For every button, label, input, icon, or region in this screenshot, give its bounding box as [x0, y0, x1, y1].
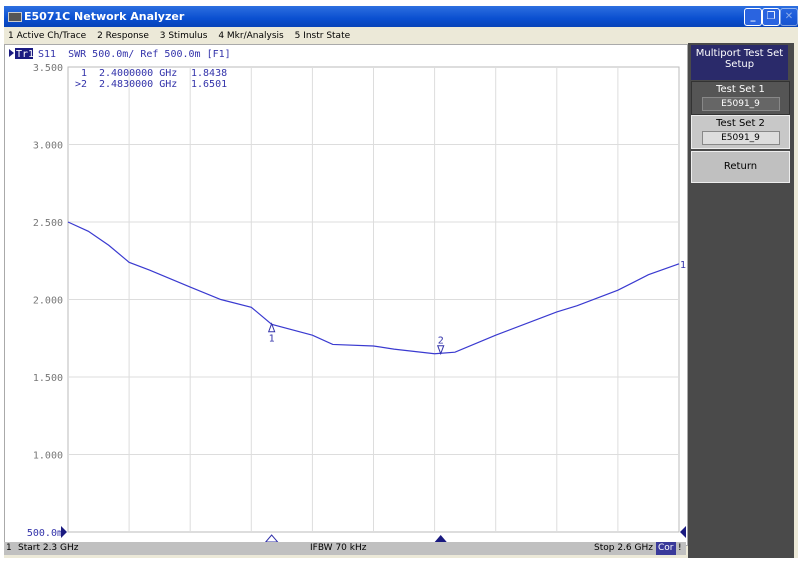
swr-trace — [67, 221, 680, 355]
y-tick-label: 3.500 — [33, 63, 63, 74]
marker-1-label: 1 — [75, 68, 87, 79]
restore-button[interactable]: ❐ — [762, 8, 780, 26]
marker-1-icon — [267, 322, 276, 333]
softkey-title: Multiport Test Set Setup — [691, 45, 788, 80]
marker-2-freq: 2.4830000 GHz — [99, 79, 177, 90]
warning-flag: ! — [678, 543, 682, 553]
y-tick-label: 1.500 — [33, 373, 63, 384]
marker-2-value: 1.6501 — [191, 79, 227, 90]
menu-response[interactable]: 2 Response — [97, 31, 149, 41]
y-tick-label: 1.000 — [33, 451, 63, 462]
ref-level-right-icon — [680, 526, 686, 538]
return-button[interactable]: Return — [691, 151, 790, 183]
marker-1-number: 1 — [269, 334, 275, 345]
test-set-1-label: Test Set 1 — [716, 84, 765, 95]
marker-1-freq: 2.4000000 GHz — [99, 68, 177, 79]
y-tick-label: 2.000 — [33, 296, 63, 307]
y-tick-label: 2.500 — [33, 218, 63, 229]
menu-active-ch-trace[interactable]: 1 Active Ch/Trace — [8, 31, 87, 41]
marker-2-axis-icon — [434, 535, 447, 542]
trace-label[interactable]: Tr1 — [16, 49, 34, 60]
test-set-2-label: Test Set 2 — [716, 118, 765, 129]
trace-active-icon — [9, 49, 14, 57]
correction-badge: Cor — [656, 542, 676, 555]
menu-instr-state[interactable]: 5 Instr State — [294, 31, 351, 41]
close-button[interactable]: ✕ — [780, 8, 798, 26]
window-title: E5071C Network Analyzer — [24, 10, 185, 23]
stop-frequency[interactable]: Stop 2.6 GHz — [594, 543, 653, 553]
title-bar: E5071C Network Analyzer _ ❐ ✕ — [4, 6, 798, 27]
start-frequency[interactable]: Start 2.3 GHz — [18, 543, 79, 553]
trace-end-label: 1 — [680, 260, 686, 271]
test-set-1-value: E5091_9 — [701, 97, 780, 111]
y-tick-label: 3.000 — [33, 141, 63, 152]
marker-1-value: 1.8438 — [191, 68, 227, 79]
menu-mkr-analysis[interactable]: 4 Mkr/Analysis — [218, 31, 284, 41]
softkey-panel: Multiport Test Set Setup Test Set 1 E509… — [688, 43, 794, 558]
marker-2-label: >2 — [75, 79, 87, 90]
chart-area: Tr1 S11 SWR 500.0m/ Ref 500.0m [F1] 500.… — [4, 44, 688, 546]
y-tick-label: 500.0m — [27, 528, 63, 539]
marker-1-axis-icon — [264, 534, 279, 543]
menu-stimulus[interactable]: 3 Stimulus — [159, 31, 208, 41]
ref-level-left-icon — [61, 526, 67, 538]
marker-2-icon — [436, 345, 445, 356]
test-set-2-button[interactable]: Test Set 2 E5091_9 — [691, 115, 790, 149]
test-set-1-button[interactable]: Test Set 1 E5091_9 — [691, 81, 790, 115]
swr-plot: Tr1 S11 SWR 500.0m/ Ref 500.0m [F1] 500.… — [9, 48, 686, 543]
app-icon — [8, 12, 22, 22]
test-set-2-value: E5091_9 — [701, 131, 780, 145]
channel-number: 1 — [6, 543, 12, 553]
status-bar: 1 Start 2.3 GHz IFBW 70 kHz Stop 2.6 GHz… — [4, 542, 686, 555]
menu-bar: 1 Active Ch/Trace 2 Response 3 Stimulus … — [4, 27, 798, 45]
marker-2-number: 2 — [438, 336, 444, 347]
minimize-button[interactable]: _ — [744, 8, 762, 26]
ifbw[interactable]: IFBW 70 kHz — [310, 543, 367, 553]
trace-header: S11 SWR 500.0m/ Ref 500.0m [F1] — [38, 49, 231, 60]
